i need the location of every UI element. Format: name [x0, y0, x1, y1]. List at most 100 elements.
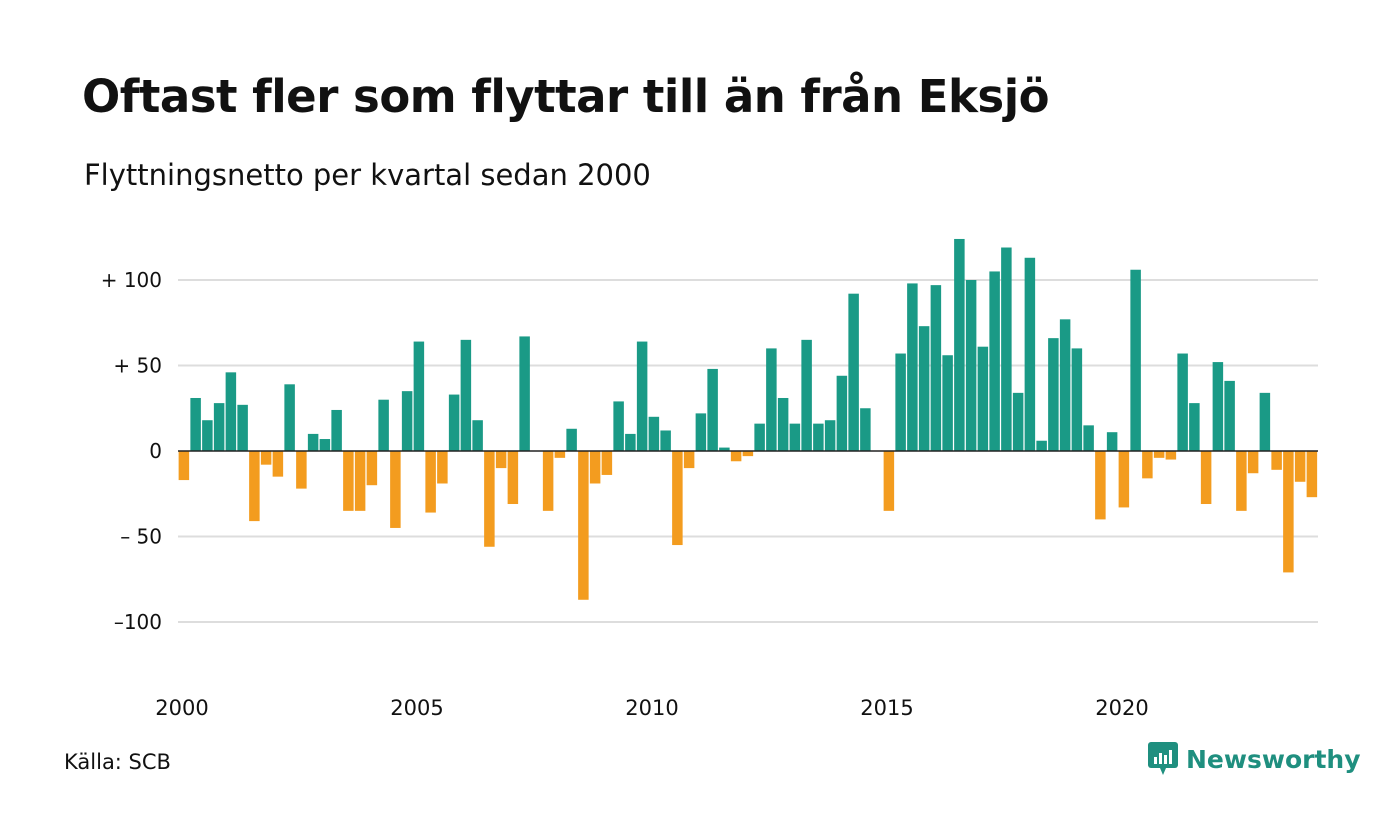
bar — [777, 397, 789, 451]
bar — [1001, 247, 1012, 451]
bar — [1189, 403, 1200, 451]
bar — [848, 293, 859, 451]
bar — [683, 451, 695, 469]
bar — [202, 420, 213, 451]
bar — [707, 368, 718, 451]
bar — [1012, 392, 1024, 451]
bar — [343, 451, 354, 511]
bar — [354, 451, 366, 511]
bar — [484, 451, 495, 547]
bar — [507, 451, 519, 505]
bar — [1083, 425, 1094, 451]
bar — [965, 280, 977, 451]
bar — [1212, 362, 1224, 451]
x-tick-label: 2015 — [860, 696, 913, 720]
bar — [1059, 319, 1071, 451]
newsworthy-logo-icon — [1148, 742, 1178, 775]
bar — [1177, 353, 1188, 451]
bar — [754, 423, 765, 451]
bar — [1283, 451, 1294, 573]
bar — [860, 408, 871, 451]
bar — [1142, 451, 1153, 479]
bar — [1271, 451, 1282, 470]
bar — [1118, 451, 1130, 508]
bar-chart: + 100 + 50 0 – 50 –100 2000 2005 2010 2015 2020 — [101, 238, 1318, 720]
bar — [989, 271, 1000, 451]
bar — [613, 401, 624, 451]
bar — [1048, 338, 1059, 451]
bar — [1259, 392, 1271, 451]
bar — [601, 451, 613, 475]
y-axis-ticks: + 100 + 50 0 – 50 –100 — [101, 268, 162, 634]
bar — [331, 409, 342, 451]
bar — [1130, 269, 1141, 451]
bar — [1200, 451, 1212, 505]
bar — [648, 416, 660, 451]
bar — [1153, 451, 1165, 458]
bar — [719, 447, 730, 451]
bar — [284, 384, 295, 451]
bar — [307, 433, 319, 451]
y-tick-label: – 50 — [120, 525, 162, 549]
bar — [695, 413, 707, 451]
bar — [460, 339, 472, 451]
bar — [542, 451, 554, 511]
bar — [566, 428, 577, 451]
brand-name: Newsworthy — [1186, 744, 1361, 774]
bar — [413, 341, 425, 451]
bar — [213, 403, 225, 451]
bar — [237, 404, 248, 451]
bar — [578, 451, 589, 600]
bar — [1165, 451, 1177, 460]
bar — [1236, 451, 1247, 511]
bar — [742, 451, 754, 457]
bar — [260, 451, 272, 465]
bar — [1224, 380, 1235, 451]
bar — [589, 451, 601, 484]
bar — [296, 451, 307, 489]
bar — [378, 399, 389, 451]
y-tick-label: 0 — [149, 439, 162, 463]
grid-lines — [178, 279, 1318, 623]
bar — [1294, 451, 1306, 482]
x-tick-label: 2005 — [390, 696, 443, 720]
bar — [918, 326, 930, 451]
bar — [813, 423, 824, 451]
bar — [1071, 348, 1083, 451]
bar — [1306, 451, 1318, 498]
chart-subtitle: Flyttningsnetto per kvartal sedan 2000 — [84, 158, 651, 192]
bar — [672, 451, 683, 546]
bar — [554, 451, 566, 458]
bar — [789, 423, 801, 451]
y-tick-label: + 100 — [101, 268, 162, 292]
x-tick-label: 2010 — [625, 696, 678, 720]
bar — [437, 451, 448, 484]
bar — [636, 341, 648, 451]
bar — [366, 451, 378, 486]
bar — [1106, 432, 1118, 451]
bar — [272, 451, 284, 477]
bar — [907, 283, 918, 451]
bar — [836, 375, 848, 451]
y-tick-label: + 50 — [113, 354, 162, 378]
y-tick-label: –100 — [114, 610, 162, 634]
bar — [883, 451, 895, 511]
bar — [824, 420, 836, 451]
bars — [178, 238, 1318, 600]
x-axis-ticks: 2000 2005 2010 2015 2020 — [155, 696, 1148, 720]
bar — [178, 451, 190, 481]
x-tick-label: 2020 — [1095, 696, 1148, 720]
bar — [942, 355, 953, 451]
bar — [1036, 440, 1047, 451]
source-note: Källa: SCB — [64, 750, 171, 774]
bar — [225, 372, 237, 451]
bar — [895, 353, 906, 451]
x-tick-label: 2000 — [155, 696, 208, 720]
bar — [766, 348, 777, 451]
bar — [495, 451, 507, 469]
bar — [319, 439, 331, 451]
bar — [249, 451, 260, 522]
bar — [1024, 257, 1036, 451]
chart-title: Oftast fler som flyttar till än från Eks… — [82, 70, 1050, 123]
bar — [401, 391, 413, 451]
